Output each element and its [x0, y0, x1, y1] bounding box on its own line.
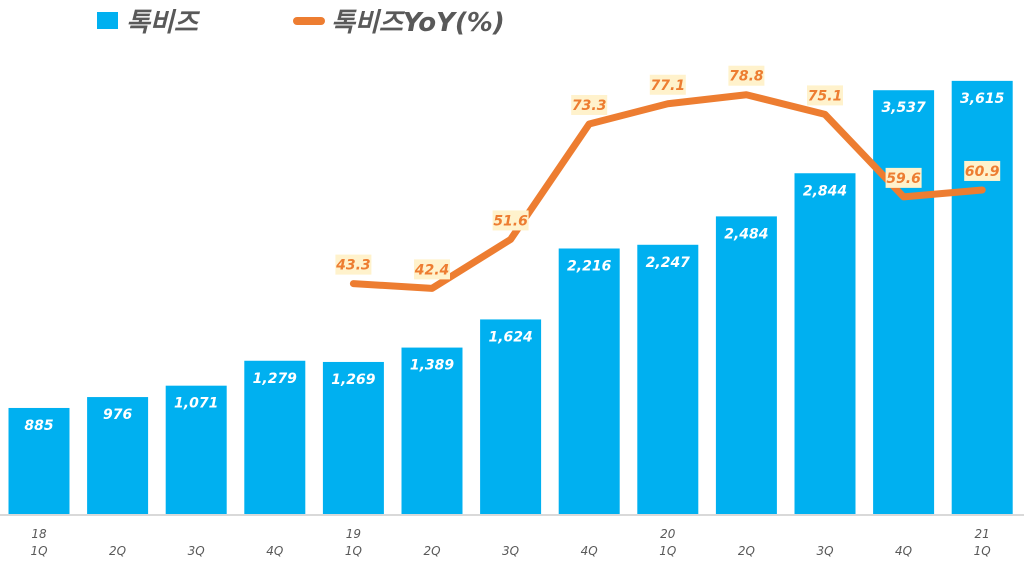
line-data-label: 60.9: [965, 164, 1000, 180]
bar: [87, 397, 149, 514]
bar-data-label: 3,537: [881, 100, 926, 116]
line-point: [745, 93, 748, 96]
x-tick-label: 4Q: [895, 544, 912, 558]
legend-label-line: 톡비즈YoY(%): [331, 8, 505, 38]
bar: [715, 216, 777, 514]
bar-data-label: 2,484: [724, 226, 768, 242]
x-tick-label-year: 18: [31, 527, 47, 541]
line-label-bg: [807, 85, 843, 106]
line-label-bg: [492, 210, 529, 231]
line-label-bg: [964, 160, 1001, 181]
bar-data-label: 2,844: [803, 183, 847, 199]
x-tick-label: 4Q: [581, 544, 598, 558]
bar-data-label: 2,247: [646, 255, 691, 271]
bar-data-label: 1,389: [410, 358, 455, 374]
line-label-bg: [414, 259, 450, 280]
x-tick-label: 1Q: [659, 544, 676, 558]
line-data-label: 43.3: [335, 258, 371, 274]
bar-data-label: 1,279: [253, 371, 298, 387]
bar-data-label: 976: [103, 407, 132, 423]
x-tick-label-year: 20: [660, 527, 676, 541]
x-tick-label: 3Q: [188, 544, 205, 558]
line-point: [431, 287, 433, 290]
x-tick-label: 4Q: [266, 544, 283, 558]
line-point: [352, 282, 355, 285]
line-point: [902, 195, 905, 198]
bar-data-label: 885: [24, 418, 53, 434]
bar-data-label: 2,216: [567, 258, 612, 274]
x-tick-label: 1Q: [345, 544, 362, 558]
legend-item-bar: 톡비즈: [97, 2, 198, 39]
x-tick-label: 1Q: [974, 544, 991, 558]
bar: [165, 385, 227, 514]
legend-swatch-line: [293, 16, 325, 25]
bar: [244, 360, 306, 514]
line-data-label: 51.6: [493, 213, 528, 229]
line-label-bg: [885, 167, 922, 188]
x-tick-label: 2Q: [423, 544, 440, 558]
bar: [480, 319, 542, 514]
line-label-bg: [571, 94, 608, 115]
bar-data-label: 1,624: [488, 329, 532, 345]
line-data-label: 59.6: [886, 171, 921, 187]
line-label-bg: [649, 74, 686, 95]
bar: [8, 407, 70, 514]
x-tick-label: 1Q: [30, 544, 47, 558]
legend-label-bar: 톡비즈: [126, 8, 198, 38]
legend-swatch-bar: [97, 12, 118, 29]
bar: [401, 347, 463, 514]
bar: [794, 173, 856, 514]
line-point: [666, 102, 669, 105]
bar-data-label: 3,615: [960, 91, 1005, 107]
line-data-label: 78.8: [729, 69, 764, 85]
x-tick-label: 3Q: [816, 544, 833, 558]
line-point: [981, 188, 984, 191]
legend-item-line: 톡비즈YoY(%): [293, 2, 505, 39]
bar: [558, 248, 620, 515]
x-tick-label-year: 19: [346, 527, 361, 541]
line-data-label: 75.1: [808, 88, 843, 104]
bar: [951, 80, 1013, 515]
bar: [322, 361, 384, 514]
bar-data-label: 1,269: [331, 372, 376, 388]
line-data-label: 42.4: [414, 262, 450, 278]
line-label-bg: [335, 254, 372, 275]
x-tick-label: 3Q: [502, 544, 519, 558]
line-point: [588, 122, 591, 125]
line-data-label: 77.1: [651, 78, 686, 94]
line-point: [509, 238, 512, 241]
bar: [873, 90, 935, 515]
bar: [637, 244, 699, 514]
line-data-label: 73.3: [572, 98, 607, 114]
line-point: [824, 113, 826, 116]
x-tick-label-year: 21: [975, 527, 990, 541]
line-label-bg: [728, 65, 765, 86]
x-tick-label: 2Q: [109, 544, 126, 558]
bar-data-label: 1,071: [174, 396, 218, 412]
x-tick-label: 2Q: [738, 544, 755, 558]
